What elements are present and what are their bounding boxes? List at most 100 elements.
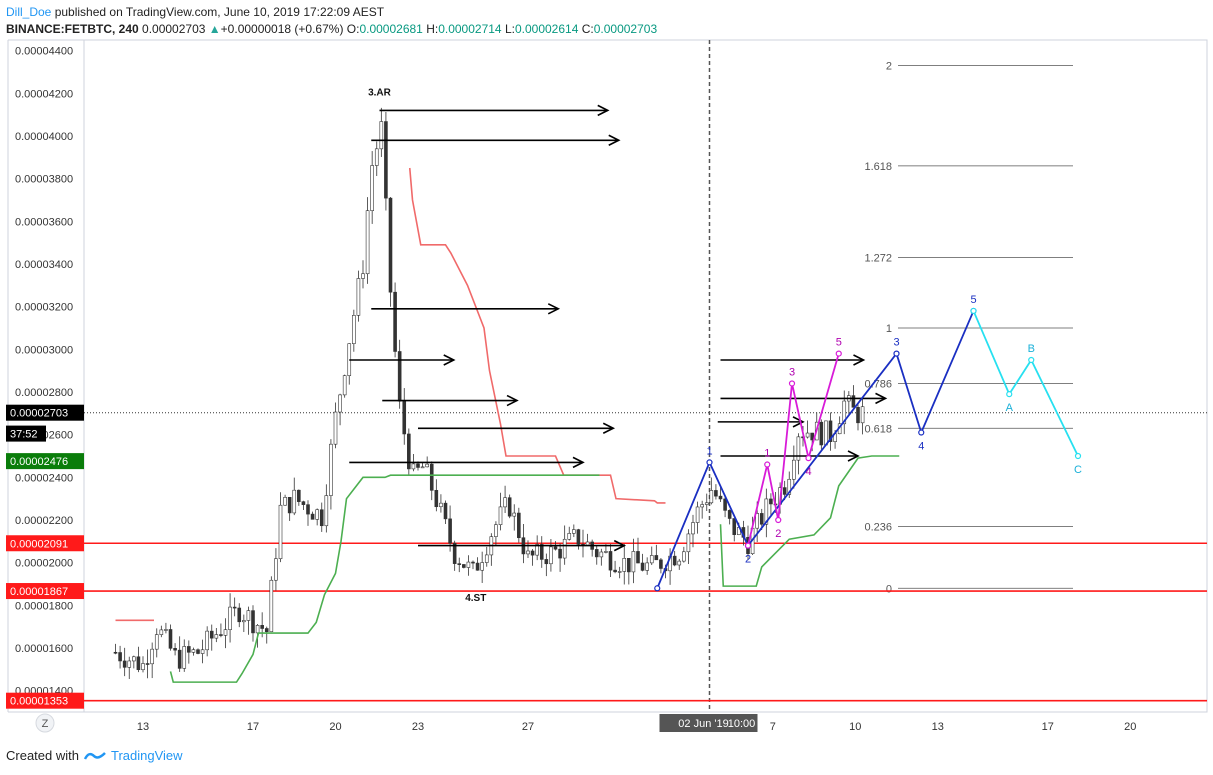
price-label-text: 0.00001867 — [10, 586, 68, 598]
candle-up — [352, 315, 356, 344]
candle-down — [416, 463, 420, 468]
fib-level-label: 0.618 — [864, 423, 892, 435]
candle-up — [704, 502, 709, 505]
candle-up — [223, 629, 228, 636]
candle-up — [154, 634, 159, 650]
candle-down — [530, 550, 535, 556]
arrow-head-icon — [602, 422, 616, 434]
candle-up — [324, 495, 329, 527]
tradingview-logo-icon — [83, 751, 106, 760]
elliott-wave-blue-point — [654, 585, 661, 592]
price-label-box — [6, 692, 84, 709]
candle-down — [310, 513, 315, 520]
candle-down — [636, 551, 640, 564]
up-arrow-icon: ▲ — [208, 22, 221, 36]
candle-down — [608, 551, 613, 571]
candle-down — [393, 291, 397, 352]
candle-up — [182, 646, 187, 669]
candle-down — [640, 562, 645, 571]
x-tick-label: 23 — [412, 721, 424, 733]
x-tick-label: 17 — [247, 721, 259, 733]
candle-down — [457, 563, 462, 565]
tradingview-brand[interactable]: TradingView — [110, 748, 183, 763]
arrow-head-icon — [597, 104, 610, 117]
y-tick-label: 0.00004200 — [15, 88, 73, 100]
candle-up — [164, 629, 168, 631]
author-link[interactable]: Dill_Doe — [6, 5, 52, 19]
candle-down — [145, 663, 150, 665]
candle-down — [429, 463, 434, 491]
candle-up — [549, 546, 553, 565]
candle-up — [792, 459, 796, 480]
y-tick-label: 0.00003000 — [15, 344, 73, 356]
arrow-head-icon — [847, 450, 860, 462]
candle-up — [333, 411, 338, 445]
elliott-wave-magenta-point — [775, 516, 782, 524]
candle-up — [599, 551, 604, 558]
candle-down — [173, 648, 177, 651]
candle-up — [356, 278, 361, 316]
candle-down — [856, 407, 860, 424]
candle-up — [498, 506, 503, 526]
price-label-text: 0.00002091 — [10, 538, 68, 550]
candle-up — [200, 649, 205, 654]
x-tick-label: 13 — [932, 721, 944, 733]
candle-up — [425, 463, 429, 468]
arrow-head-icon — [875, 392, 888, 405]
candle-up — [709, 490, 714, 504]
candle-up — [411, 463, 416, 470]
chart-header: Dill_Doe published on TradingView.com, J… — [6, 4, 657, 38]
candle-up — [338, 394, 342, 413]
candle-down — [402, 400, 407, 435]
arrow-head-icon — [608, 134, 621, 146]
high-value: 0.00002714 — [438, 22, 502, 36]
fib-level-label: 0 — [886, 583, 892, 595]
fib-level-label: 1 — [886, 323, 892, 335]
candle-down — [723, 498, 727, 511]
y-tick-label: 0.00002400 — [15, 472, 73, 484]
recent-support-line — [719, 455, 900, 587]
candle-down — [113, 651, 118, 654]
price-label-box — [6, 453, 84, 470]
candle-up — [439, 502, 443, 508]
candle-up — [787, 478, 792, 495]
arrow-head-icon — [613, 539, 627, 552]
candle-down — [627, 558, 631, 573]
fib-level-label: 1.272 — [864, 253, 892, 265]
candle-up — [512, 512, 517, 517]
low-value: 0.00002614 — [514, 22, 579, 36]
trailing-support-line — [169, 474, 600, 683]
arrow-head-icon — [572, 456, 585, 469]
candle-down — [819, 421, 824, 446]
x-tick-label: 10 — [849, 721, 861, 733]
candle-down — [452, 542, 457, 564]
candle-up — [604, 551, 608, 553]
zoom-button[interactable] — [35, 713, 55, 733]
x-tick-label: 17 — [1042, 721, 1054, 733]
candle-down — [851, 395, 856, 408]
last-price: 0.00002703 — [142, 22, 206, 36]
candle-up — [677, 560, 682, 566]
elliott-wave-blue-label: 2 — [745, 554, 751, 566]
candle-up — [484, 554, 489, 563]
date-highlight-label: 02 Jun '19 — [678, 718, 728, 730]
candle-down — [264, 628, 269, 633]
elliott-wave-magenta-point — [835, 350, 842, 357]
price-change: +0.00000018 (+0.67%) — [220, 22, 344, 36]
candle-up — [329, 443, 333, 496]
candle-up — [526, 550, 530, 555]
price-label-text: 0.00001353 — [10, 696, 68, 708]
candle-up — [255, 625, 260, 634]
candle-up — [420, 466, 425, 469]
candle-up — [631, 551, 636, 573]
candle-down — [232, 606, 237, 609]
candle-down — [769, 498, 773, 505]
price-label-text: 0.00002476 — [10, 456, 68, 468]
candle-down — [613, 569, 617, 573]
candle-down — [507, 497, 512, 517]
candle-down — [759, 513, 764, 525]
elliott-wave-blue-point — [706, 459, 713, 466]
elliott-wave-blue-point — [893, 350, 900, 357]
candle-down — [287, 497, 292, 514]
